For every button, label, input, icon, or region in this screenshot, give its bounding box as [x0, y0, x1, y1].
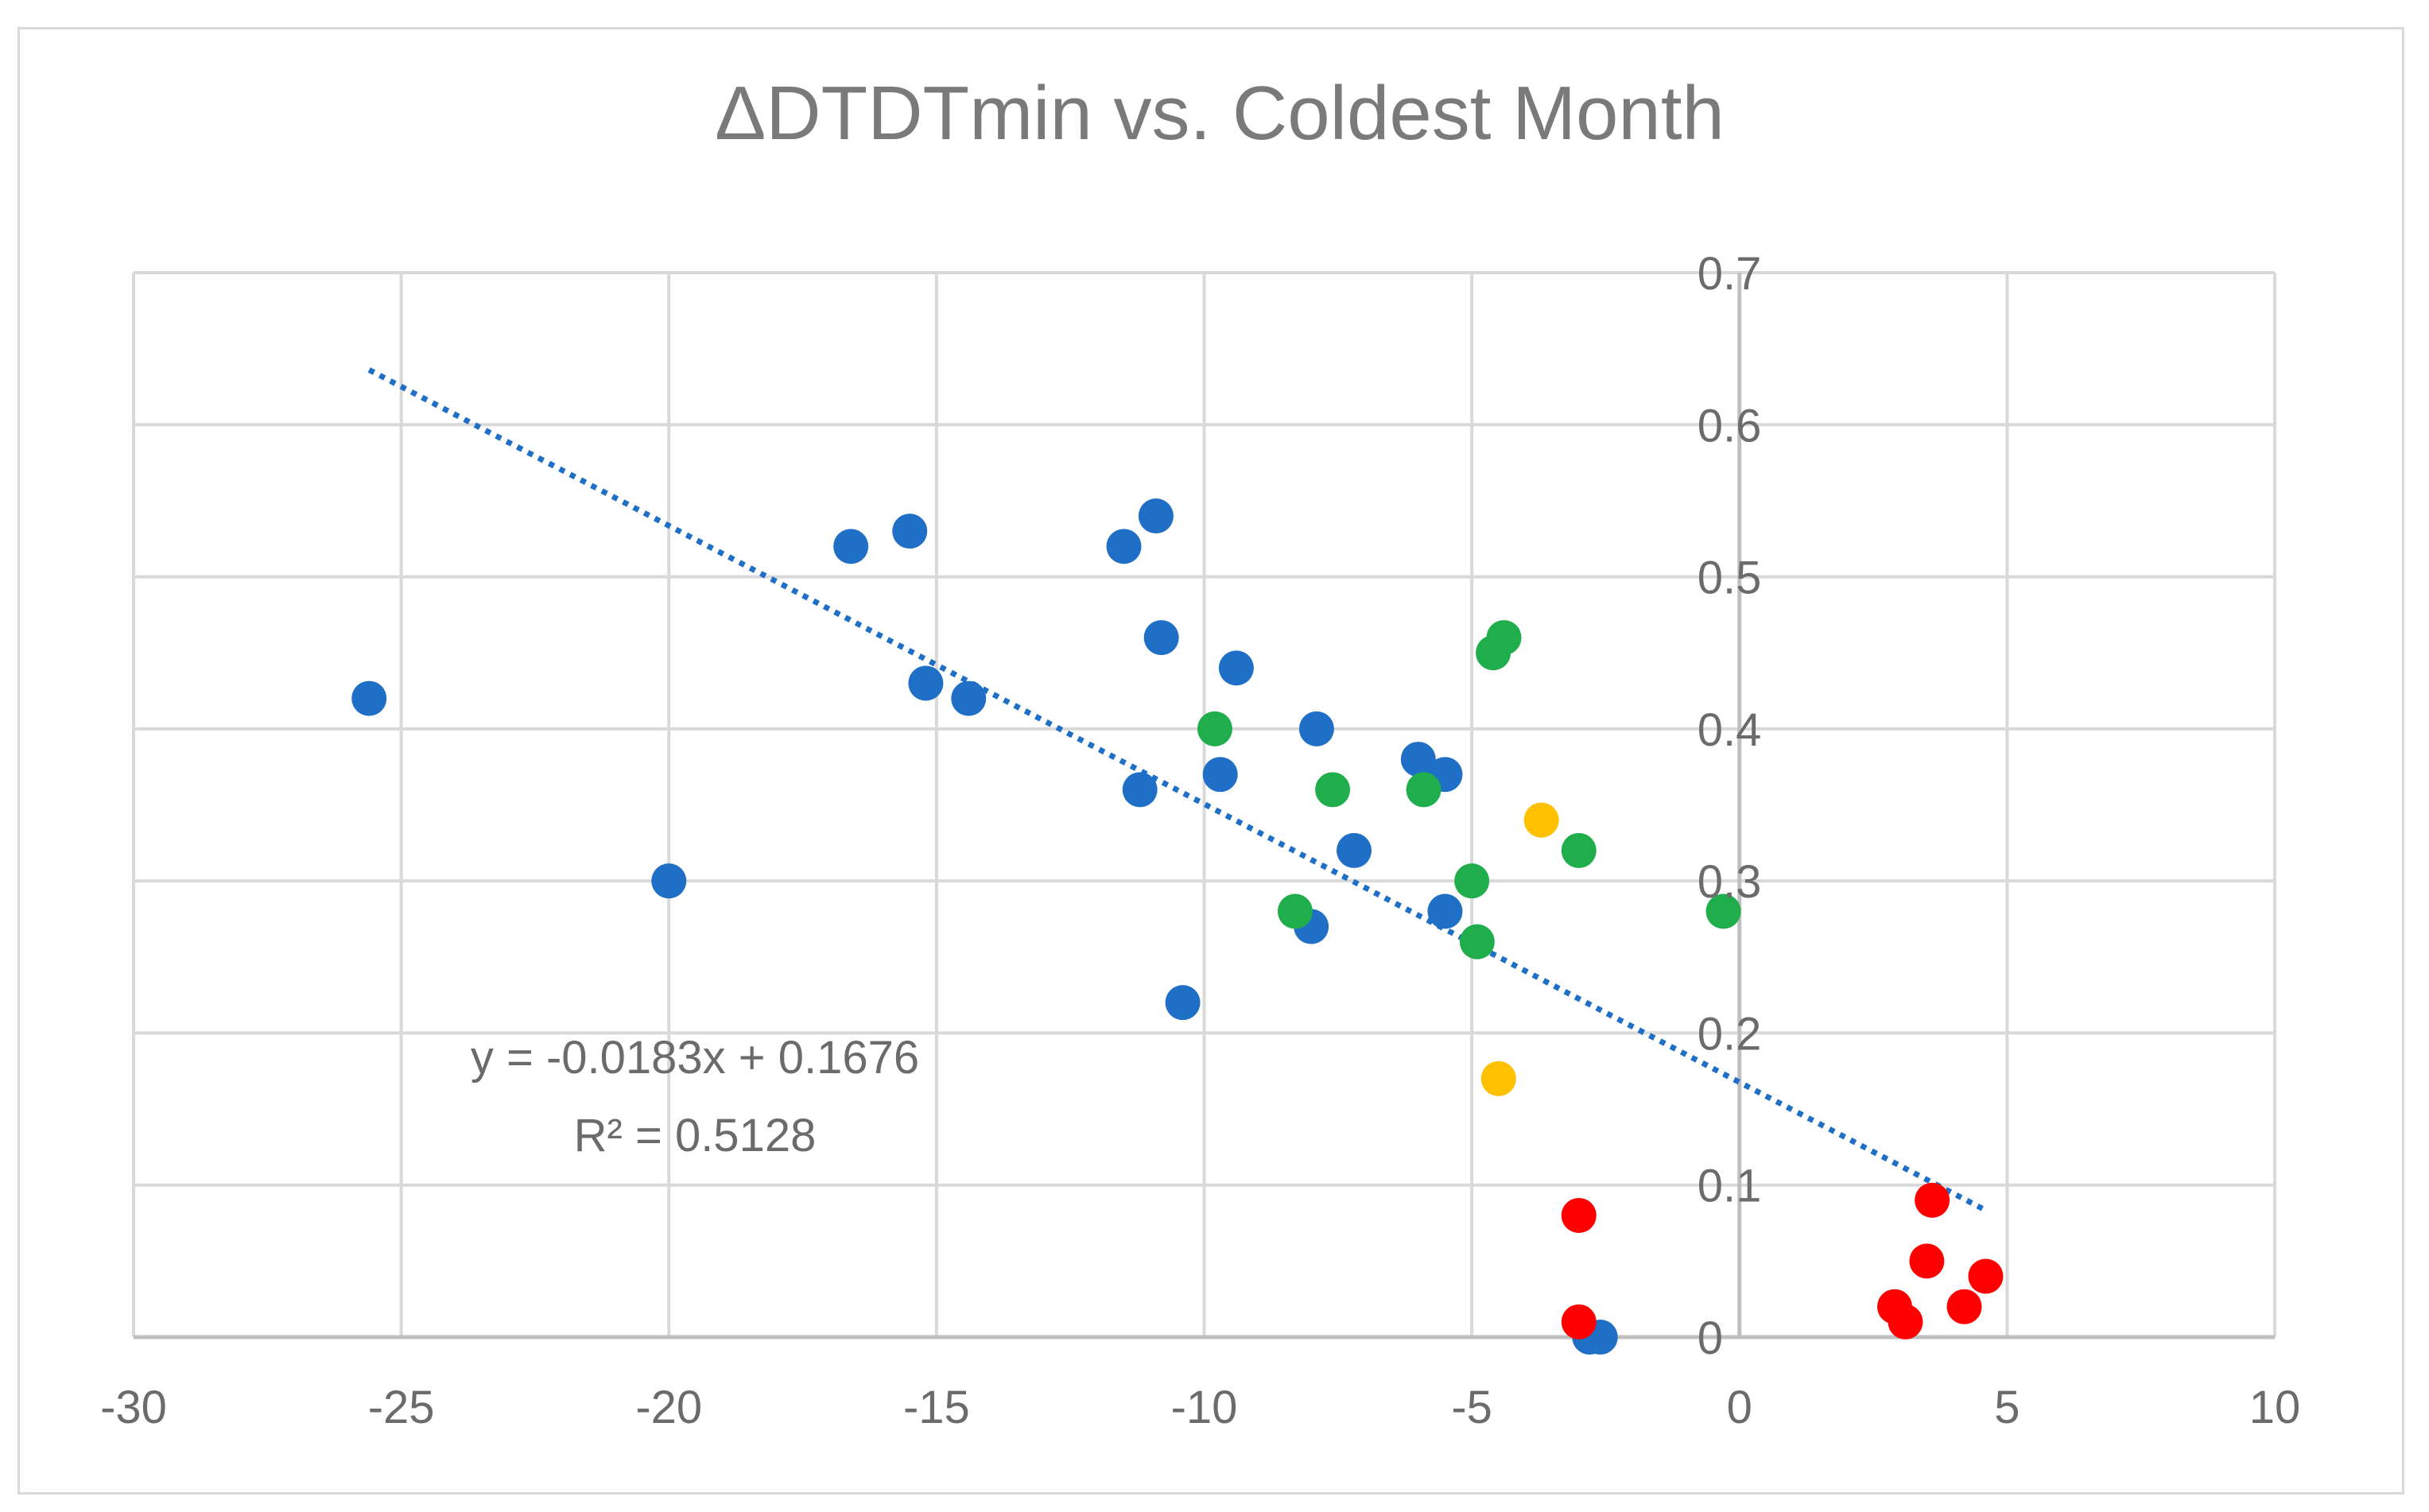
x-tick-label: -30	[100, 1382, 167, 1433]
y-tick-label: 0.6	[1698, 400, 1762, 452]
data-point-yellow	[1480, 1060, 1516, 1096]
data-point-blue	[1298, 711, 1334, 746]
data-point-red	[1946, 1289, 1982, 1324]
data-point-red	[1888, 1304, 1923, 1339]
y-tick-label: 0.2	[1698, 1008, 1762, 1060]
data-point-blue	[1427, 894, 1463, 929]
data-point-blue	[1122, 772, 1158, 808]
data-point-blue	[1106, 529, 1142, 564]
data-point-red	[1909, 1243, 1945, 1279]
x-tick-label: -25	[368, 1382, 435, 1433]
data-point-green	[1486, 620, 1522, 656]
data-point-green	[1454, 863, 1490, 899]
x-tick-label: -15	[903, 1382, 970, 1433]
data-point-blue	[1138, 498, 1174, 534]
x-tick-label: 5	[1994, 1382, 2020, 1433]
data-point-blue	[833, 529, 869, 564]
chart-title: ΔDTDTmin vs. Coldest Month	[715, 71, 1725, 156]
data-point-red	[1561, 1197, 1597, 1233]
trendline-layer	[367, 367, 1988, 1213]
data-point-red	[1561, 1304, 1597, 1339]
data-point-blue	[1165, 985, 1201, 1021]
x-tick-label: -5	[1451, 1382, 1492, 1433]
y-tick-label: 0.5	[1698, 552, 1762, 604]
grid-lines	[132, 271, 2276, 1339]
chart-svg: ΔDTDTmin vs. Coldest Month -30 -25 -20 -15-…	[100, 71, 2300, 1433]
data-points	[351, 498, 2004, 1355]
data-point-green	[1315, 772, 1351, 808]
tick-labels: -30 -25 -20 -15 -10 -5 0 5 10 0 0.1 0.2 0.3 0.4 0.5 0.6…	[100, 248, 2300, 1433]
data-point-blue	[1337, 832, 1372, 868]
trendline	[367, 367, 1988, 1213]
data-point-green	[1277, 894, 1313, 929]
axes	[134, 273, 2275, 1339]
data-point-blue	[892, 514, 928, 549]
data-point-red	[1915, 1182, 1950, 1218]
x-tick-label: 0	[1727, 1382, 1752, 1433]
x-tick-label: -10	[1171, 1382, 1238, 1433]
data-point-green	[1406, 772, 1441, 808]
y-tick-label: 0	[1698, 1312, 1723, 1364]
trendline-equation: y = -0.0183x + 0.1676	[471, 1032, 919, 1084]
data-point-blue	[1202, 757, 1238, 793]
data-point-blue	[1400, 742, 1436, 777]
y-tick-label: 0.1	[1698, 1161, 1762, 1212]
x-tick-label: -20	[635, 1382, 702, 1433]
x-tick-label: 10	[2249, 1382, 2301, 1433]
data-point-blue	[1218, 650, 1254, 686]
trendline-r-squared: R² = 0.5128	[574, 1110, 817, 1161]
data-point-blue	[908, 665, 944, 701]
y-tick-label: 0.4	[1698, 704, 1762, 756]
data-point-green	[1459, 924, 1495, 960]
data-point-blue	[951, 680, 987, 716]
data-point-blue	[1143, 620, 1179, 656]
chart-frame: ΔDTDTmin vs. Coldest Month -30 -25 -20 -15-…	[17, 27, 2404, 1495]
data-point-green	[1705, 894, 1741, 929]
data-point-blue	[651, 863, 687, 899]
data-point-green	[1197, 711, 1232, 746]
y-tick-label: 0.3	[1698, 856, 1762, 908]
data-point-red	[1968, 1258, 2004, 1294]
data-point-yellow	[1523, 802, 1559, 838]
y-tick-label: 0.7	[1698, 248, 1762, 300]
data-point-blue	[351, 680, 387, 716]
data-point-green	[1561, 832, 1597, 868]
